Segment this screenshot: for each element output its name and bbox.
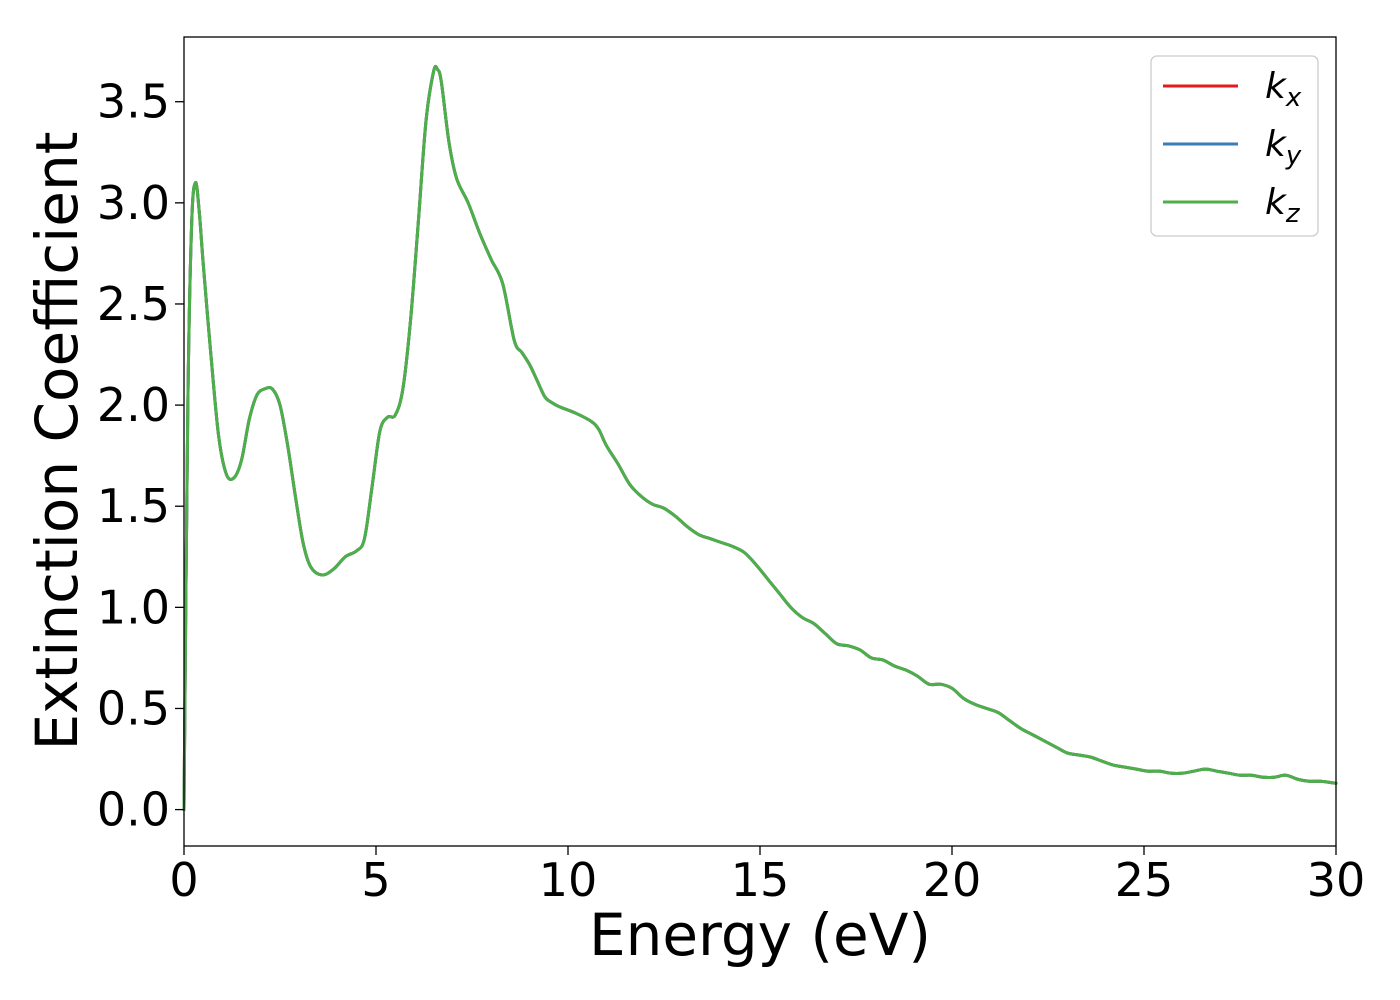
y-tick-label: 2.5 <box>97 277 170 331</box>
x-axis-title: Energy (eV) <box>589 901 931 969</box>
legend: kx ky kz <box>1150 55 1319 237</box>
y-tick-label: 0.5 <box>97 681 170 735</box>
series-line-kz <box>182 64 1338 812</box>
plot-lines <box>182 64 1338 812</box>
y-tick-label: 3.5 <box>97 75 170 129</box>
legend-items: kx ky kz <box>1163 66 1302 229</box>
y-tick-label: 3.0 <box>97 176 170 230</box>
y-tick-label: 1.0 <box>97 580 170 634</box>
y-tick-label: 2.0 <box>97 378 170 432</box>
x-tick-label: 15 <box>731 853 790 907</box>
x-tick-label: 5 <box>361 853 390 907</box>
x-tick-label: 30 <box>1307 853 1366 907</box>
y-axis-ticks: 0.0 0.5 1.0 1.5 2.0 2.5 3.0 3.5 <box>97 75 184 837</box>
legend-box <box>1150 55 1319 237</box>
x-tick-label: 20 <box>923 853 982 907</box>
x-tick-label: 10 <box>539 853 598 907</box>
legend-label-ky: ky <box>1265 124 1302 171</box>
x-tick-label: 25 <box>1115 853 1174 907</box>
legend-label-kx: kx <box>1265 66 1302 113</box>
y-tick-label: 0.0 <box>97 783 170 837</box>
x-axis-ticks: 0 5 10 15 20 25 30 <box>169 846 1365 907</box>
y-tick-label: 1.5 <box>97 479 170 533</box>
y-axis-title: Extinction Coefficient <box>23 132 91 751</box>
x-tick-label: 0 <box>169 853 198 907</box>
legend-label-kz: kz <box>1265 182 1301 229</box>
